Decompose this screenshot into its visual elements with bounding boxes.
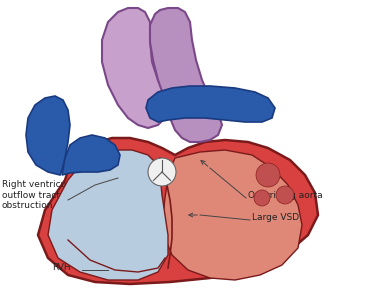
Polygon shape — [102, 8, 168, 128]
Circle shape — [148, 158, 176, 186]
Text: Large VSD: Large VSD — [252, 213, 299, 223]
Circle shape — [276, 186, 294, 204]
Polygon shape — [163, 150, 302, 280]
Text: RVH: RVH — [52, 264, 70, 272]
Polygon shape — [146, 86, 275, 122]
Text: Overriding aorta: Overriding aorta — [248, 190, 322, 200]
Polygon shape — [150, 8, 222, 142]
Polygon shape — [38, 138, 318, 284]
Polygon shape — [62, 135, 120, 175]
Text: Right ventricular
outflow tract
obstruction: Right ventricular outflow tract obstruct… — [2, 180, 78, 210]
Polygon shape — [26, 96, 70, 175]
Circle shape — [256, 163, 280, 187]
Polygon shape — [48, 150, 168, 280]
Circle shape — [254, 190, 270, 206]
